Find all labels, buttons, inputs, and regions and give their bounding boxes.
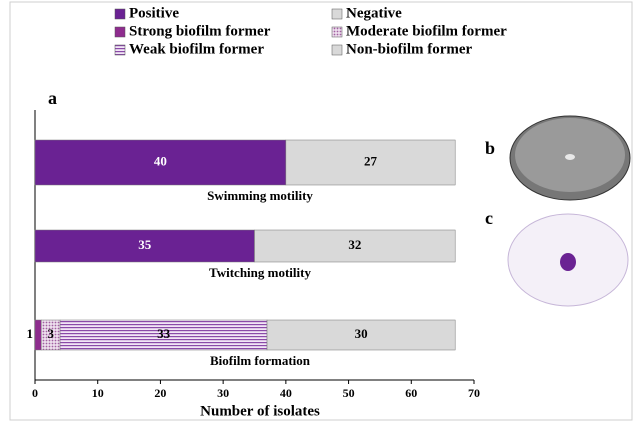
x-tick-label: 10 xyxy=(92,386,104,400)
value-label: 30 xyxy=(355,326,368,341)
legend-swatch xyxy=(331,26,343,38)
x-tick-label: 30 xyxy=(217,386,229,400)
value-label: 40 xyxy=(154,153,167,168)
value-label: 35 xyxy=(138,237,152,252)
panel-label: b xyxy=(485,138,495,158)
category-label: Twitching motility xyxy=(209,265,311,280)
value-label: 33 xyxy=(157,326,171,341)
value-label: 1 xyxy=(27,326,34,341)
category-label: Biofilm formation xyxy=(210,353,311,368)
petri-dish-c xyxy=(507,213,629,307)
value-label: 32 xyxy=(348,237,361,252)
panel-label: c xyxy=(485,208,493,228)
x-tick-label: 70 xyxy=(468,386,480,400)
bar xyxy=(34,229,255,263)
petri-dish-b xyxy=(509,115,631,201)
value-label: 27 xyxy=(364,153,378,168)
legend-swatch xyxy=(331,8,343,20)
value-label: 3 xyxy=(47,326,54,341)
legend-label: Positive xyxy=(129,5,179,21)
legend-label: Weak biofilm former xyxy=(129,41,264,57)
legend-swatch xyxy=(114,44,126,56)
x-tick-label: 50 xyxy=(343,386,355,400)
bar xyxy=(34,319,42,351)
bar xyxy=(266,319,456,351)
legend-swatch xyxy=(331,44,343,56)
bar xyxy=(285,139,456,186)
legend-swatch xyxy=(114,8,126,20)
x-tick-label: 40 xyxy=(280,386,292,400)
panel-label: a xyxy=(48,88,57,108)
legend-label: Moderate biofilm former xyxy=(346,23,507,39)
x-tick-label: 60 xyxy=(405,386,417,400)
legend-label: Strong biofilm former xyxy=(129,23,271,39)
x-tick-label: 0 xyxy=(32,386,38,400)
legend-label: Non-biofilm former xyxy=(346,41,473,57)
bar xyxy=(34,139,287,186)
legend-label: Negative xyxy=(346,5,402,21)
x-axis-title: Number of isolates xyxy=(200,403,320,419)
bar xyxy=(254,229,456,263)
legend-swatch xyxy=(114,26,126,38)
category-label: Swimming motility xyxy=(207,188,313,203)
x-tick-label: 20 xyxy=(154,386,166,400)
frame xyxy=(9,1,633,421)
bar xyxy=(59,319,268,351)
